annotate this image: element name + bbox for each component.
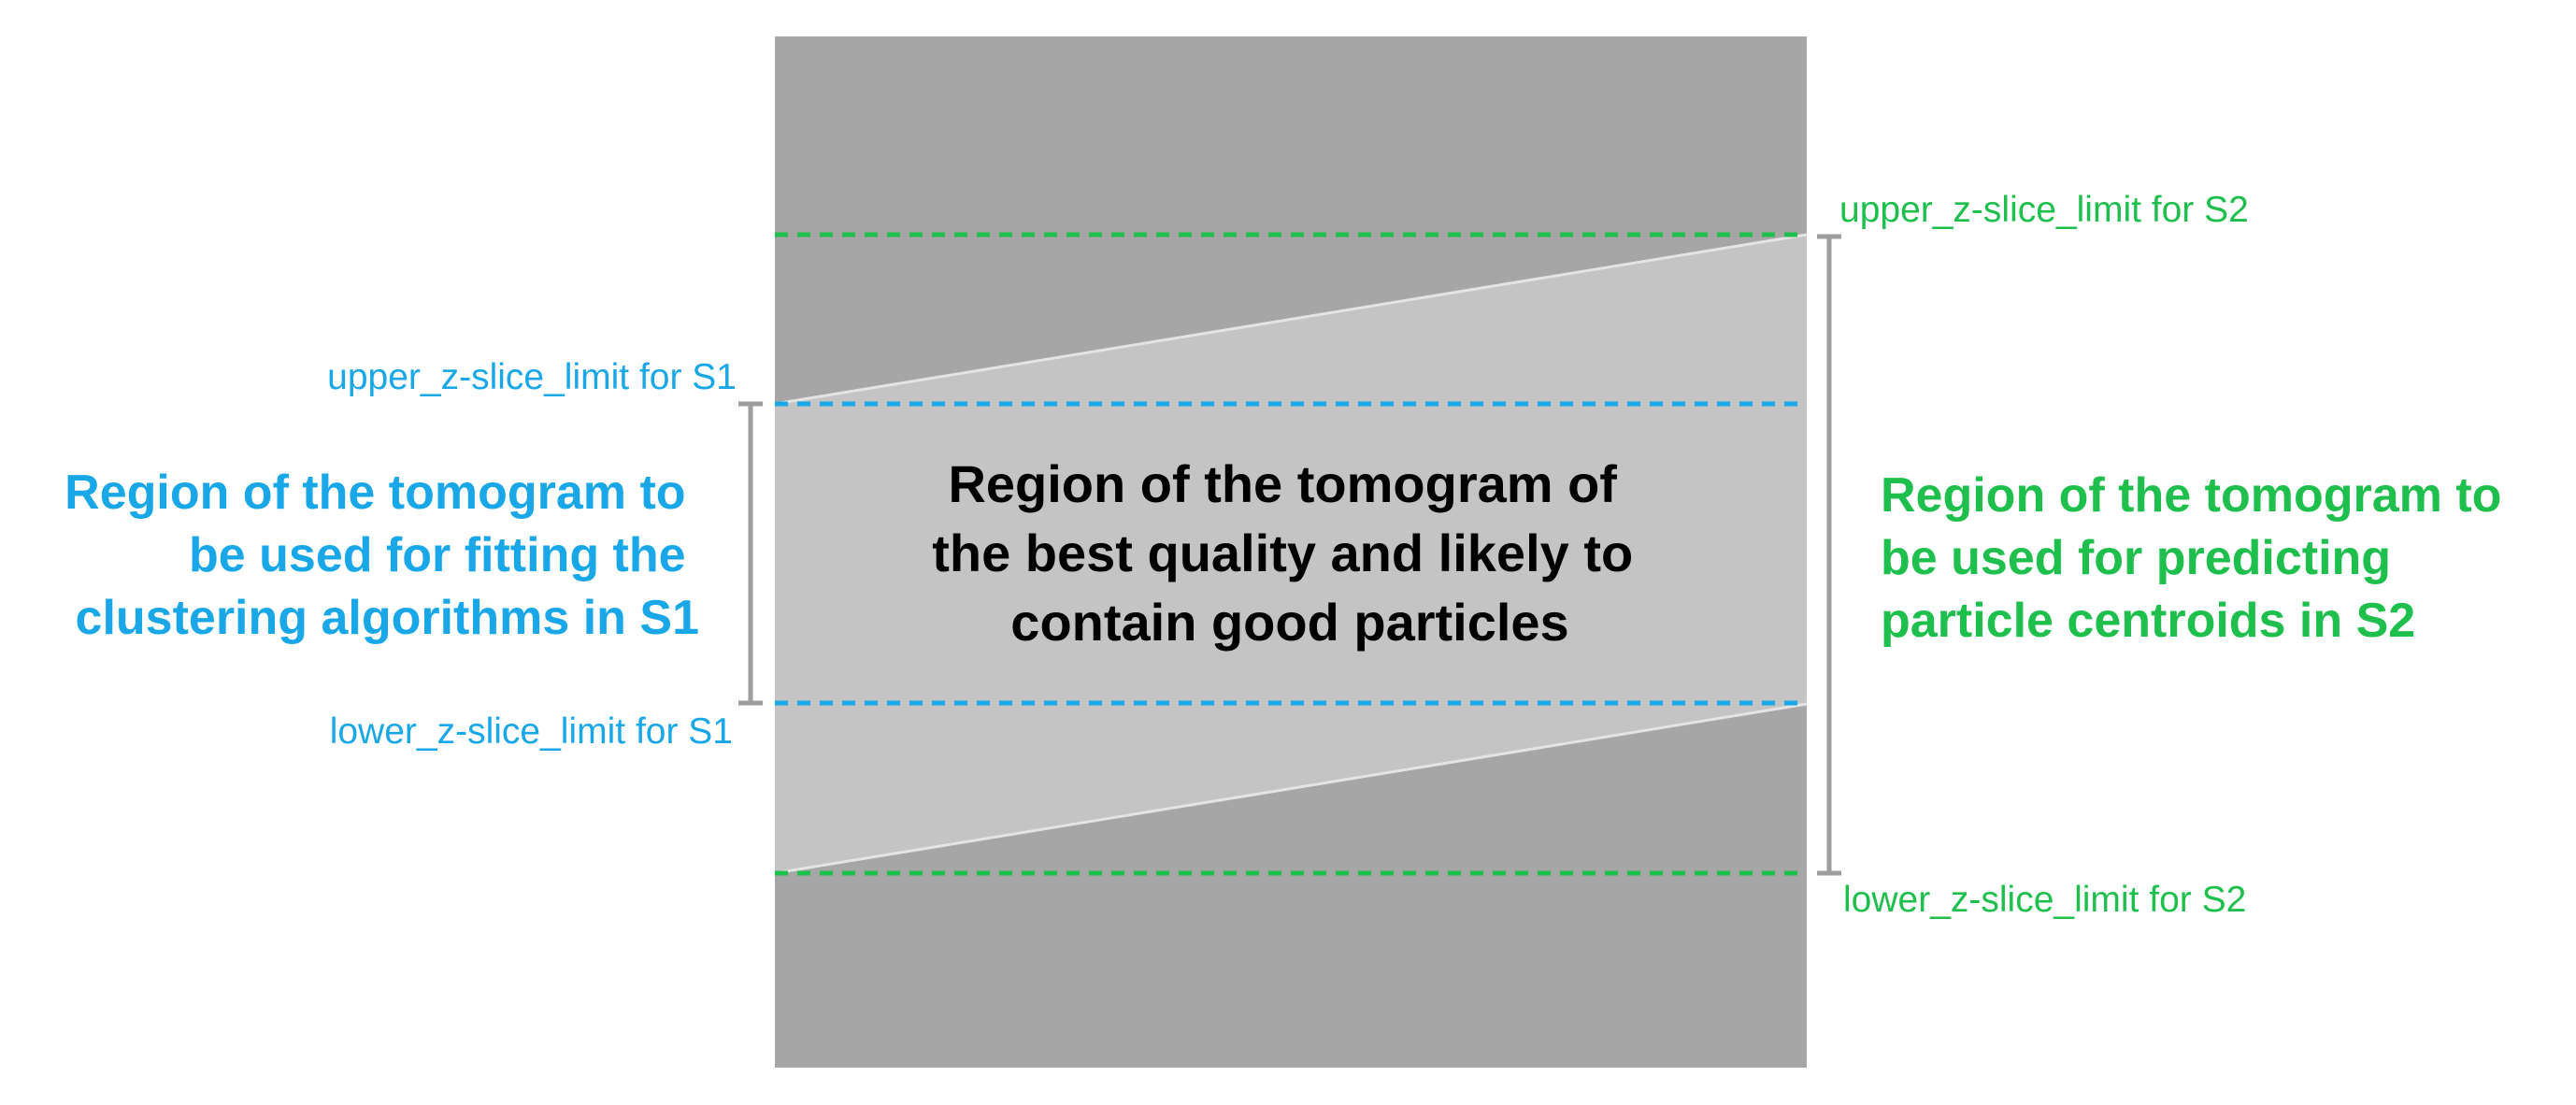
s1-region-line-3: clustering algorithms in S1 bbox=[76, 591, 699, 645]
s1-region-line-1: Region of the tomogram to bbox=[64, 466, 685, 520]
s2-region-line-2: be used for predicting bbox=[1881, 531, 2391, 585]
s2-region-description: Region of the tomogram to be used for pr… bbox=[1881, 468, 2515, 648]
best-quality-region-description: Region of the tomogram of the best quali… bbox=[932, 454, 1648, 652]
center-line-1: Region of the tomogram of bbox=[948, 454, 1617, 513]
s1-region-description: Region of the tomogram to be used for fi… bbox=[64, 466, 699, 645]
s2-region-line-1: Region of the tomogram to bbox=[1881, 468, 2501, 523]
s1-region-line-2: be used for fitting the bbox=[189, 528, 686, 582]
center-line-3: contain good particles bbox=[1010, 593, 1568, 652]
best-quality-region bbox=[775, 235, 1807, 873]
center-line-2: the best quality and likely to bbox=[932, 524, 1633, 582]
upper-z-slice-limit-s2-label: upper_z-slice_limit for S2 bbox=[1839, 190, 2249, 230]
best-quality-region-lower-edge bbox=[774, 702, 1808, 875]
lower-z-slice-limit-s2-label: lower_z-slice_limit for S2 bbox=[1843, 880, 2246, 920]
s1-range-bracket bbox=[738, 401, 763, 706]
s2-range-bracket bbox=[1817, 234, 1841, 876]
lower-z-slice-limit-s1-label: lower_z-slice_limit for S1 bbox=[330, 711, 733, 752]
best-quality-region-upper-edge bbox=[774, 233, 1808, 406]
s2-region-line-3: particle centroids in S2 bbox=[1881, 594, 2415, 648]
upper-z-slice-limit-s1-label: upper_z-slice_limit for S1 bbox=[327, 357, 737, 397]
